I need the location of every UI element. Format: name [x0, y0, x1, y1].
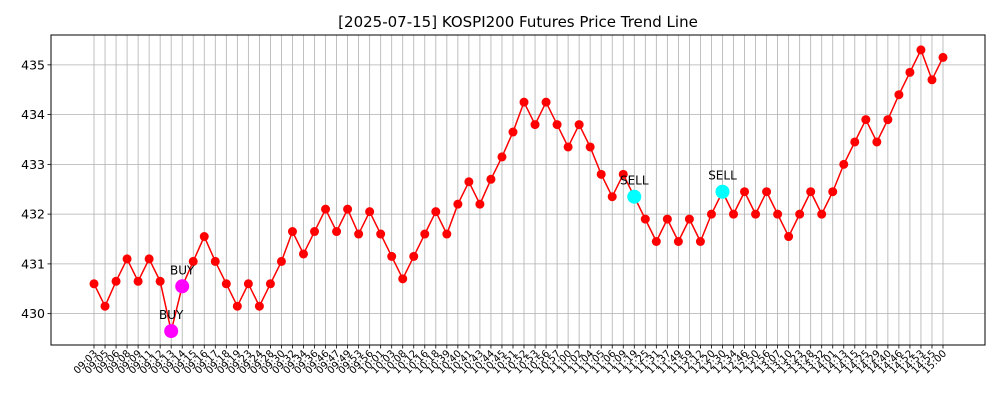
price-point: [276, 256, 286, 266]
series-layer: [89, 45, 948, 336]
x-axis: 09:0309:0509:0609:0809:0909:1109:1209:13…: [72, 345, 949, 377]
price-point: [695, 237, 705, 247]
price-point: [850, 137, 860, 147]
price-point: [773, 209, 783, 219]
price-point: [541, 97, 551, 107]
y-axis: 430 431 432 433 434 435: [21, 57, 51, 321]
price-point: [111, 276, 121, 286]
price-point: [640, 214, 650, 224]
y-tick-label: 434: [21, 107, 45, 122]
price-point: [751, 209, 761, 219]
price-point: [376, 229, 386, 239]
price-point: [398, 274, 408, 284]
price-point: [144, 254, 154, 264]
price-point: [740, 187, 750, 197]
price-point: [89, 279, 99, 289]
price-point: [828, 187, 838, 197]
price-point: [188, 256, 198, 266]
price-point: [221, 279, 231, 289]
price-point: [651, 237, 661, 247]
sell-signal-marker: [715, 184, 730, 199]
price-point: [497, 152, 507, 162]
y-tick-label: 432: [21, 207, 45, 222]
price-point: [243, 279, 253, 289]
price-point: [574, 120, 584, 130]
price-point: [321, 204, 331, 214]
price-point: [916, 45, 926, 55]
buy-signal-marker: [164, 324, 179, 339]
price-point: [662, 214, 672, 224]
price-point: [861, 115, 871, 125]
price-point: [938, 52, 948, 62]
price-point: [210, 256, 220, 266]
price-point: [254, 301, 264, 311]
price-point: [453, 199, 463, 209]
price-point: [618, 169, 628, 179]
price-point: [442, 229, 452, 239]
price-point: [530, 120, 540, 130]
price-point: [706, 209, 716, 219]
price-point: [872, 137, 882, 147]
price-point: [806, 187, 816, 197]
y-tick-label: 435: [21, 57, 45, 72]
price-point: [232, 301, 242, 311]
price-point: [464, 177, 474, 187]
price-point: [354, 229, 364, 239]
price-point: [409, 251, 419, 261]
price-point: [563, 142, 573, 152]
price-point: [684, 214, 694, 224]
chart-title: [2025-07-15] KOSPI200 Futures Price Tren…: [338, 13, 698, 31]
price-point: [133, 276, 143, 286]
price-point: [332, 227, 342, 237]
price-point: [387, 251, 397, 261]
price-point: [894, 90, 904, 100]
price-point: [475, 199, 485, 209]
sell-signal-label: SELL: [620, 174, 649, 188]
price-point: [365, 207, 375, 217]
price-point: [607, 192, 617, 202]
price-point: [298, 249, 308, 259]
price-point: [122, 254, 132, 264]
sell-signal-marker: [627, 189, 642, 204]
price-point: [784, 232, 794, 242]
price-point: [519, 97, 529, 107]
price-point: [729, 209, 739, 219]
buy-signal-marker: [175, 279, 190, 294]
price-point: [585, 142, 595, 152]
sell-signal-label: SELL: [708, 169, 737, 183]
price-point: [839, 159, 849, 169]
price-point: [155, 276, 165, 286]
buy-signal-label: BUY: [159, 308, 184, 322]
price-point: [817, 209, 827, 219]
price-point: [795, 209, 805, 219]
price-point: [673, 237, 683, 247]
y-tick-label: 431: [21, 256, 45, 271]
y-tick-label: 430: [21, 306, 45, 321]
price-point: [596, 169, 606, 179]
price-point: [287, 227, 297, 237]
y-tick-label: 433: [21, 157, 45, 172]
signal-layer: BUY BUY SELL SELL: [159, 169, 737, 339]
price-point: [552, 120, 562, 130]
buy-signal-label: BUY: [170, 263, 195, 277]
price-point: [431, 207, 441, 217]
price-point: [905, 67, 915, 77]
price-point: [508, 127, 518, 137]
price-point: [265, 279, 275, 289]
price-point: [100, 301, 110, 311]
price-point: [927, 75, 937, 85]
grid-lines: [51, 35, 985, 345]
price-point: [420, 229, 430, 239]
price-point: [199, 232, 209, 242]
price-point: [883, 115, 893, 125]
price-point: [343, 204, 353, 214]
price-point: [762, 187, 772, 197]
price-series-line: [93, 48, 944, 332]
price-point: [486, 174, 496, 184]
price-point: [310, 227, 320, 237]
plot-frame: [50, 34, 986, 346]
